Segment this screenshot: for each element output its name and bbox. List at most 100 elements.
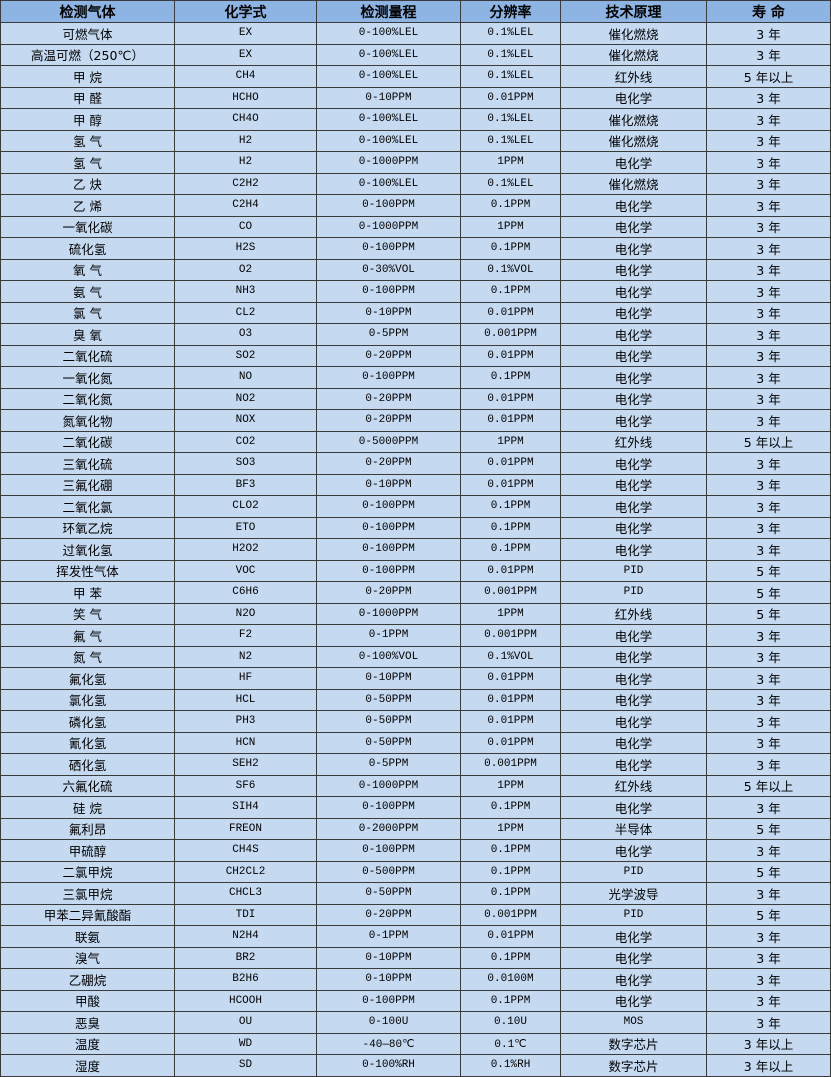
cell-range: 0-10PPM xyxy=(316,667,461,690)
cell-resolution: 0.1%RH xyxy=(460,1054,561,1077)
table-row: 氯 气 CL2 0-10PPM 0.01PPM 电化学 3 年 xyxy=(0,301,831,324)
cell-gas-name: 二氧化氮 xyxy=(0,387,175,410)
cell-principle: 电化学 xyxy=(560,452,707,475)
cell-principle: 电化学 xyxy=(560,989,707,1012)
table-row: 氟 气 F2 0-1PPM 0.001PPM 电化学 3 年 xyxy=(0,624,831,647)
cell-lifespan: 3 年 xyxy=(706,215,831,238)
cell-formula: SO3 xyxy=(174,452,317,475)
cell-gas-name: 磷化氢 xyxy=(0,710,175,733)
cell-range: 0-20PPM xyxy=(316,387,461,410)
table-row: 三氟化硼 BF3 0-10PPM 0.01PPM 电化学 3 年 xyxy=(0,473,831,496)
cell-lifespan: 5 年 xyxy=(706,581,831,604)
cell-resolution: 0.1PPM xyxy=(460,946,561,969)
table-row: 氟化氢 HF 0-10PPM 0.01PPM 电化学 3 年 xyxy=(0,667,831,690)
cell-formula: F2 xyxy=(174,624,317,647)
cell-lifespan: 3 年 xyxy=(706,409,831,432)
cell-formula: HCL xyxy=(174,688,317,711)
cell-principle: 催化燃烧 xyxy=(560,108,707,131)
cell-gas-name: 氟利昂 xyxy=(0,817,175,840)
cell-principle: 催化燃烧 xyxy=(560,22,707,45)
cell-gas-name: 氧 气 xyxy=(0,258,175,281)
cell-resolution: 0.01PPM xyxy=(460,688,561,711)
cell-formula: HCHO xyxy=(174,86,317,109)
cell-formula: B2H6 xyxy=(174,968,317,991)
cell-resolution: 0.001PPM xyxy=(460,624,561,647)
cell-formula: SF6 xyxy=(174,774,317,797)
cell-gas-name: 氯 气 xyxy=(0,301,175,324)
cell-gas-name: 可燃气体 xyxy=(0,22,175,45)
table-row: 臭 氧 O3 0-5PPM 0.001PPM 电化学 3 年 xyxy=(0,323,831,346)
cell-formula: CH4 xyxy=(174,65,317,88)
cell-range: 0-100%LEL xyxy=(316,22,461,45)
cell-lifespan: 3 年 xyxy=(706,516,831,539)
cell-gas-name: 甲 醛 xyxy=(0,86,175,109)
cell-formula: WD xyxy=(174,1032,317,1055)
cell-gas-name: 臭 氧 xyxy=(0,323,175,346)
table-row: 氨 气 NH3 0-100PPM 0.1PPM 电化学 3 年 xyxy=(0,280,831,303)
cell-range: 0-100PPM xyxy=(316,538,461,561)
cell-principle: 电化学 xyxy=(560,538,707,561)
cell-resolution: 0.1PPM xyxy=(460,882,561,905)
cell-principle: 电化学 xyxy=(560,280,707,303)
table-row: 三氯甲烷 CHCL3 0-50PPM 0.1PPM 光学波导 3 年 xyxy=(0,882,831,905)
table-row: 一氧化氮 NO 0-100PPM 0.1PPM 电化学 3 年 xyxy=(0,366,831,389)
cell-range: 0-10PPM xyxy=(316,301,461,324)
cell-formula: N2H4 xyxy=(174,925,317,948)
cell-principle: 电化学 xyxy=(560,667,707,690)
table-row: 二氯甲烷 CH2CL2 0-500PPM 0.1PPM PID 5 年 xyxy=(0,860,831,883)
cell-gas-name: 一氧化氮 xyxy=(0,366,175,389)
cell-lifespan: 3 年 xyxy=(706,129,831,152)
column-header-gas-name: 检测气体 xyxy=(0,0,175,23)
cell-formula: SIH4 xyxy=(174,796,317,819)
cell-lifespan: 3 年 xyxy=(706,989,831,1012)
cell-gas-name: 硅 烷 xyxy=(0,796,175,819)
cell-formula: VOC xyxy=(174,559,317,582)
cell-range: 0-100%LEL xyxy=(316,129,461,152)
cell-principle: 电化学 xyxy=(560,323,707,346)
cell-lifespan: 5 年以上 xyxy=(706,65,831,88)
cell-lifespan: 3 年 xyxy=(706,366,831,389)
cell-formula: NOX xyxy=(174,409,317,432)
cell-resolution: 0.01PPM xyxy=(460,409,561,432)
cell-principle: 红外线 xyxy=(560,65,707,88)
table-row: 六氟化硫 SF6 0-1000PPM 1PPM 红外线 5 年以上 xyxy=(0,774,831,797)
cell-resolution: 0.001PPM xyxy=(460,903,561,926)
cell-resolution: 0.10U xyxy=(460,1011,561,1034)
cell-formula: CH4O xyxy=(174,108,317,131)
table-row: 甲 苯 C6H6 0-20PPM 0.001PPM PID 5 年 xyxy=(0,581,831,604)
cell-lifespan: 3 年 xyxy=(706,710,831,733)
cell-lifespan: 3 年 xyxy=(706,452,831,475)
cell-gas-name: 一氧化碳 xyxy=(0,215,175,238)
cell-formula: NO2 xyxy=(174,387,317,410)
cell-formula: BR2 xyxy=(174,946,317,969)
cell-principle: 电化学 xyxy=(560,925,707,948)
cell-resolution: 0.1PPM xyxy=(460,989,561,1012)
cell-formula: ETO xyxy=(174,516,317,539)
cell-principle: 电化学 xyxy=(560,731,707,754)
cell-lifespan: 3 年 xyxy=(706,968,831,991)
cell-gas-name: 湿度 xyxy=(0,1054,175,1077)
cell-gas-name: 二氧化碳 xyxy=(0,430,175,453)
cell-range: 0-1000PPM xyxy=(316,774,461,797)
cell-formula: NO xyxy=(174,366,317,389)
table-row: 甲 烷 CH4 0-100%LEL 0.1%LEL 红外线 5 年以上 xyxy=(0,65,831,88)
cell-formula: CL2 xyxy=(174,301,317,324)
column-header-formula: 化学式 xyxy=(174,0,317,23)
cell-resolution: 0.1%LEL xyxy=(460,129,561,152)
cell-resolution: 0.1PPM xyxy=(460,194,561,217)
cell-formula: EX xyxy=(174,22,317,45)
cell-principle: 电化学 xyxy=(560,753,707,776)
table-row: 挥发性气体 VOC 0-100PPM 0.01PPM PID 5 年 xyxy=(0,559,831,582)
cell-resolution: 0.1PPM xyxy=(460,860,561,883)
cell-lifespan: 3 年 xyxy=(706,344,831,367)
cell-principle: 电化学 xyxy=(560,387,707,410)
cell-lifespan: 3 年以上 xyxy=(706,1032,831,1055)
cell-range: 0-100%LEL xyxy=(316,108,461,131)
cell-range: 0-20PPM xyxy=(316,452,461,475)
cell-gas-name: 恶臭 xyxy=(0,1011,175,1034)
cell-range: 0-100PPM xyxy=(316,237,461,260)
cell-principle: 电化学 xyxy=(560,258,707,281)
table-row: 乙硼烷 B2H6 0-10PPM 0.0100M 电化学 3 年 xyxy=(0,968,831,991)
cell-range: 0-100PPM xyxy=(316,839,461,862)
cell-resolution: 0.1PPM xyxy=(460,495,561,518)
